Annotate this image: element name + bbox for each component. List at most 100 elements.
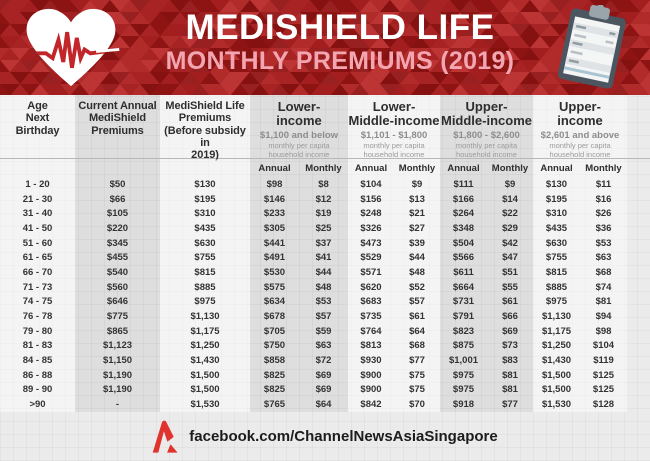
value-cell: $66 xyxy=(487,309,533,324)
age-cell: 1 - 20 xyxy=(0,177,75,192)
value-cell: $81 xyxy=(580,294,627,310)
value-cell: $1,500 xyxy=(160,367,250,383)
value-cell: $47 xyxy=(487,250,533,266)
value-cell: $52 xyxy=(394,279,440,295)
value-cell: $815 xyxy=(160,265,250,280)
value-cell: $44 xyxy=(299,265,348,280)
value-cell: $130 xyxy=(160,177,250,192)
value-cell: $55 xyxy=(487,279,533,295)
value-cell: $310 xyxy=(533,206,580,222)
value-cell: $29 xyxy=(487,221,533,236)
table-row: 31 - 40 $105 $310 $233 $19 $248 $21 $264 $22 $310… xyxy=(0,206,650,222)
value-cell: $683 xyxy=(348,294,394,310)
value-cell: $560 xyxy=(75,279,160,295)
value-cell: $64 xyxy=(299,397,348,412)
value-cell: $918 xyxy=(440,397,487,412)
clipboard-icon xyxy=(547,4,641,91)
subheader-annual: Annual xyxy=(440,159,487,177)
value-cell: $146 xyxy=(250,191,299,207)
value-cell: $825 xyxy=(250,382,299,398)
age-cell: 31 - 40 xyxy=(0,206,75,222)
income-group-title: Lower- Middle-income xyxy=(348,99,440,128)
value-cell: $94 xyxy=(580,309,627,324)
value-cell: $233 xyxy=(250,206,299,222)
subheader-annual: Annual xyxy=(533,159,580,177)
value-cell: $248 xyxy=(348,206,394,222)
value-cell: $473 xyxy=(348,235,394,251)
table-row: 86 - 88 $1,190 $1,500 $825 $69 $900 $75 $975 $81… xyxy=(0,367,650,383)
value-cell: $566 xyxy=(440,250,487,266)
value-cell: $119 xyxy=(580,353,627,368)
value-cell: $72 xyxy=(299,353,348,368)
value-cell: $1,130 xyxy=(533,309,580,324)
value-cell: $81 xyxy=(487,367,533,383)
value-cell: $13 xyxy=(394,191,440,207)
value-cell: $815 xyxy=(533,265,580,280)
value-cell: $104 xyxy=(348,177,394,192)
value-cell: $310 xyxy=(160,206,250,222)
value-cell: $975 xyxy=(533,294,580,310)
age-cell: 61 - 65 xyxy=(0,250,75,266)
value-cell: $975 xyxy=(440,382,487,398)
income-group-range: $1,100 and below xyxy=(259,130,339,142)
value-cell: $664 xyxy=(440,279,487,295)
value-cell: $105 xyxy=(75,206,160,222)
value-cell: $25 xyxy=(299,221,348,236)
subheader-monthly: Monthly xyxy=(580,159,627,177)
value-cell: $1,190 xyxy=(75,382,160,398)
value-cell: $1,175 xyxy=(533,323,580,339)
footer: facebook.com/ChannelNewsAsiaSingapore xyxy=(0,411,650,461)
value-cell: $1,430 xyxy=(533,353,580,368)
value-cell: $22 xyxy=(487,206,533,222)
value-cell: $1,530 xyxy=(160,397,250,412)
value-cell: $61 xyxy=(394,309,440,324)
value-cell: $575 xyxy=(250,279,299,295)
table-row: 84 - 85 $1,150 $1,430 $858 $72 $930 $77 $1,001 $… xyxy=(0,353,650,368)
value-cell: $750 xyxy=(250,338,299,354)
value-cell: $348 xyxy=(440,221,487,236)
value-cell: $1,190 xyxy=(75,367,160,383)
cna-logo-icon xyxy=(152,420,178,453)
value-cell: $865 xyxy=(75,323,160,339)
value-cell: $75 xyxy=(394,382,440,398)
value-cell: $571 xyxy=(348,265,394,280)
value-cell: $37 xyxy=(299,235,348,251)
value-cell: $39 xyxy=(394,235,440,251)
value-cell: $705 xyxy=(250,323,299,339)
value-cell: $98 xyxy=(250,177,299,192)
value-cell: $16 xyxy=(580,191,627,207)
value-cell: $63 xyxy=(299,338,348,354)
value-cell: $48 xyxy=(394,265,440,280)
table-subheader-row: Annual Monthly Annual Monthly Annual Mon… xyxy=(0,158,650,177)
value-cell: $73 xyxy=(487,338,533,354)
table-row: 61 - 65 $455 $755 $491 $41 $529 $44 $566 $47 $755… xyxy=(0,250,650,266)
subheader-spacer xyxy=(0,159,75,177)
facebook-handle: facebook.com/ChannelNewsAsiaSingapore xyxy=(189,427,498,445)
income-group-range: $1,800 - $2,600 xyxy=(453,130,520,142)
premiums-table: Age Next Birthday Current Annual MediShi… xyxy=(0,95,650,412)
value-cell: $77 xyxy=(487,397,533,412)
value-cell: $9 xyxy=(394,177,440,192)
value-cell: $19 xyxy=(299,206,348,222)
value-cell: $764 xyxy=(348,323,394,339)
value-cell: $77 xyxy=(394,353,440,368)
subheader-spacer xyxy=(160,159,250,177)
heart-ekg-icon xyxy=(22,7,120,90)
value-cell: $125 xyxy=(580,382,627,398)
value-cell: $620 xyxy=(348,279,394,295)
value-cell: $435 xyxy=(160,221,250,236)
subheader-monthly: Monthly xyxy=(487,159,533,177)
value-cell: $83 xyxy=(487,353,533,368)
value-cell: $455 xyxy=(75,250,160,266)
value-cell: $61 xyxy=(487,294,533,310)
value-cell: $130 xyxy=(533,177,580,192)
value-cell: $885 xyxy=(160,279,250,295)
income-group-title: Lower- income xyxy=(276,99,322,128)
value-cell: $326 xyxy=(348,221,394,236)
value-cell: $26 xyxy=(580,206,627,222)
value-cell: $51 xyxy=(487,265,533,280)
value-cell: $195 xyxy=(160,191,250,207)
value-cell: $630 xyxy=(533,235,580,251)
value-cell: $305 xyxy=(250,221,299,236)
